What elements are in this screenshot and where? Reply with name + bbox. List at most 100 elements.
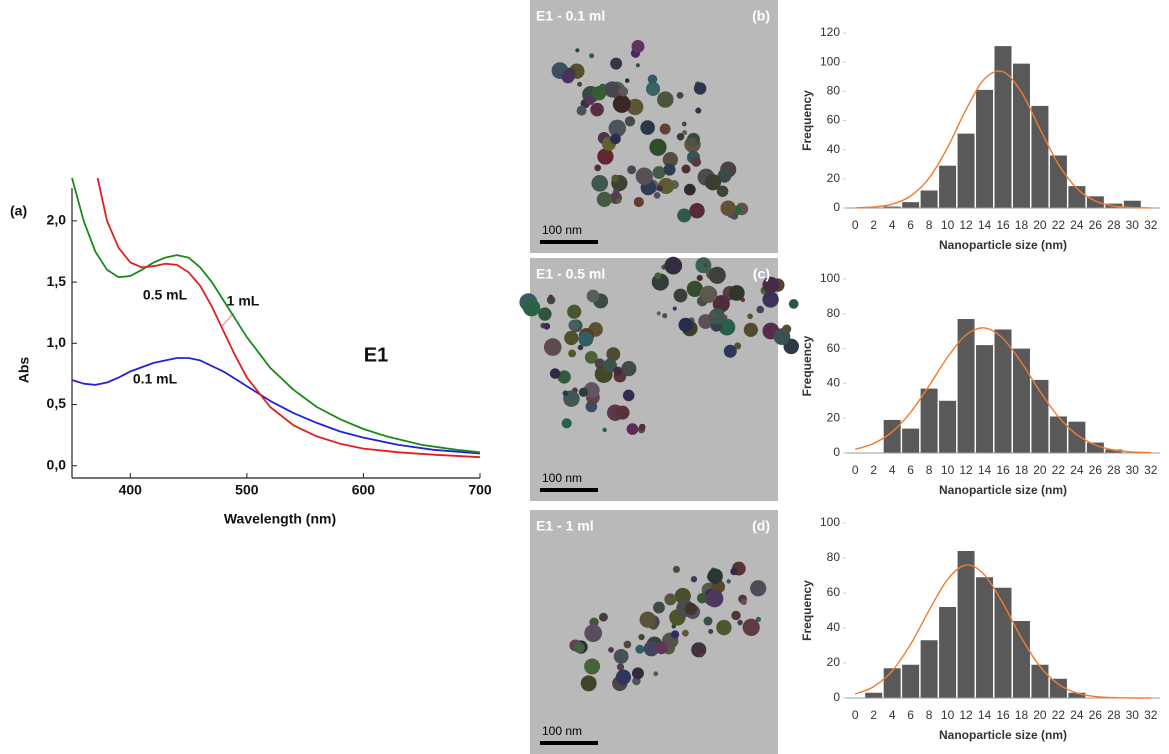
particle [678,317,693,332]
particle [743,322,758,337]
particle [740,297,746,303]
particle [608,647,614,653]
y-tick-label: 80 [827,550,841,564]
particle [663,163,676,176]
y-axis-label: Frequency [800,580,814,641]
particle [596,191,613,207]
particle [699,285,718,303]
particle [549,368,561,379]
y-tick-label: 100 [820,515,840,529]
x-tick-label: 8 [926,218,933,232]
bar [976,89,994,208]
x-tick-label: 500 [235,482,259,498]
x-tick-label: 2 [870,708,877,722]
y-tick-label: 60 [827,585,841,599]
chart-title: E1 [364,344,388,366]
x-tick-label: 22 [1052,708,1066,722]
bar [939,400,957,453]
particle [677,208,692,223]
scale-bar [540,488,598,492]
x-tick-label: 28 [1107,708,1121,722]
fit-curve [855,70,1151,209]
x-tick-label: 32 [1144,463,1158,477]
particle [750,580,767,597]
particle [643,640,660,657]
bar [902,202,920,208]
particle [653,671,659,677]
particle [717,168,732,183]
uv-chart: 400 500 600 700 0,0 0,5 1,0 1,5 2,0 Wavelength (n… [10,177,492,527]
particle [623,640,632,649]
particle [604,81,621,98]
bar [920,640,938,698]
particle [621,361,637,377]
scale-label: 100 nm [542,223,582,237]
particle [624,116,636,127]
x-tick-label: 2 [870,218,877,232]
particle [613,366,623,376]
y-tick-label: 1,5 [47,273,67,289]
x-tick-label: 18 [1015,218,1029,232]
particle [708,628,714,634]
x-tick-label: 4 [889,218,896,232]
particle [597,148,614,165]
x-tick-label: 32 [1144,708,1158,722]
particle [610,57,623,70]
y-axis-label: Frequency [800,335,814,396]
particle [603,358,617,373]
x-tick-label: 12 [959,463,973,477]
bar [1012,348,1030,453]
panel-label: (b) [752,8,770,24]
particle [676,91,684,99]
bar [1105,449,1123,453]
x-tick-label: 8 [926,463,933,477]
tem-image: E1 - 1 ml (d) 100 nm [530,510,778,754]
particle [711,312,717,318]
particle [543,338,562,356]
bar [1049,678,1067,698]
x-tick-label: 28 [1107,218,1121,232]
particle [747,313,753,320]
x-tick-label: 14 [978,463,992,477]
spectrum-line [71,357,481,455]
x-axis-label: Nanoparticle size (nm) [939,728,1067,742]
particle [564,330,579,346]
x-tick-label: 12 [959,708,973,722]
particle [627,165,637,175]
particle [575,48,580,53]
particle [626,98,644,116]
particle [594,164,602,172]
x-tick-label: 14 [978,218,992,232]
y-tick-label: 20 [827,655,841,669]
particle [585,96,595,105]
x-tick-label: 6 [907,218,914,232]
x-tick-label: 6 [907,708,914,722]
particle [655,641,668,655]
particle [695,107,702,114]
particle [696,274,703,282]
particle [762,291,779,308]
panel-label: (c) [753,266,770,282]
y-tick-label: 40 [827,620,841,634]
y-tick-label: 120 [820,25,840,39]
particle [631,667,644,680]
particle [686,280,703,297]
particle [577,81,583,87]
bar [920,190,938,208]
y-tick-label: 2,0 [47,212,67,228]
x-tick-label: 10 [941,463,955,477]
bar [1049,155,1067,208]
particle [703,616,713,626]
particle [543,322,551,330]
spectrum-line [71,177,481,454]
particle [633,196,644,208]
y-tick-label: 1,0 [47,334,67,350]
x-tick-label: 0 [852,708,859,722]
particle [686,137,698,148]
panel-label: (a) [10,203,27,219]
bar [920,388,938,453]
particle [653,192,661,199]
x-tick-label: 24 [1070,218,1084,232]
